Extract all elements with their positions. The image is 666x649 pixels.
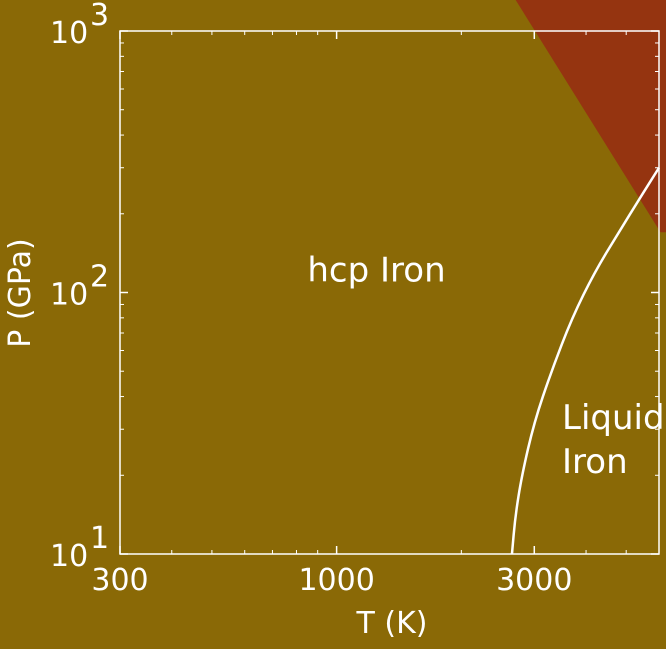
y-tick-base: 10	[50, 278, 88, 313]
x-tick-label: 3000	[496, 563, 572, 598]
y-tick-exponent: 3	[90, 0, 109, 33]
y-tick-base: 10	[50, 539, 88, 574]
x-axis-label: T (K)	[356, 606, 428, 641]
y-axis-label: P (GPa)	[3, 238, 38, 347]
y-tick-label: 102	[50, 260, 109, 313]
region-label-liquid-iron: Liquid	[562, 398, 665, 438]
high-pressure-region	[515, 0, 666, 233]
y-tick-label: 101	[50, 521, 109, 574]
region-label-liquid-iron: Iron	[562, 442, 628, 482]
x-tick-label: 300	[91, 563, 148, 598]
melting-curve	[510, 167, 661, 555]
y-tick-exponent: 2	[90, 260, 109, 295]
y-tick-base: 10	[50, 16, 88, 51]
plot-frame	[119, 30, 660, 555]
y-tick-label: 103	[50, 0, 109, 51]
y-tick-exponent: 1	[90, 521, 109, 556]
x-tick-label: 1000	[298, 563, 374, 598]
region-label-hcp-iron: hcp Iron	[307, 251, 445, 291]
x-tick-labels: 300 1000 3000	[91, 563, 572, 598]
